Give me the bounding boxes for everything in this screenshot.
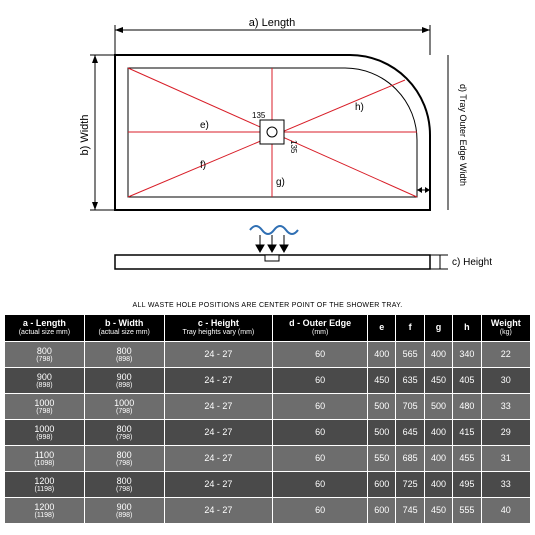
table-cell: 415 [453, 419, 481, 445]
label-a: a) Length [249, 17, 295, 29]
table-cell: 1200(1198) [5, 471, 85, 497]
table-cell: 31 [481, 445, 530, 471]
table-cell: 1100(1098) [5, 445, 85, 471]
table-cell: 30 [481, 367, 530, 393]
table-cell: 600 [368, 497, 396, 523]
table-cell: 900(898) [5, 367, 85, 393]
table-header-cell: e [368, 315, 396, 342]
table-cell: 405 [453, 367, 481, 393]
table-cell: 900(898) [84, 367, 164, 393]
table-cell: 565 [396, 341, 424, 367]
table-cell: 800(798) [84, 419, 164, 445]
table-header-cell: a - Length(actual size mm) [5, 315, 85, 342]
table-cell: 450 [424, 367, 452, 393]
dimensions-table-area: a - Length(actual size mm)b - Width(actu… [0, 314, 535, 524]
label-h: h) [355, 102, 364, 113]
table-cell: 550 [368, 445, 396, 471]
label-e: e) [200, 120, 209, 131]
table-body: 800(798)800(898)24 - 2760400565400340229… [5, 341, 531, 523]
table-cell: 745 [396, 497, 424, 523]
label-f: f) [200, 160, 206, 171]
table-header-cell: h [453, 315, 481, 342]
table-row: 1200(1198)900(898)24 - 27606007454505554… [5, 497, 531, 523]
shower-tray-diagram: a) Length b) Width d) Tray Outer Edge Wi… [0, 0, 535, 300]
table-cell: 1000(798) [5, 393, 85, 419]
table-cell: 400 [424, 419, 452, 445]
table-cell: 900(898) [84, 497, 164, 523]
table-header-row: a - Length(actual size mm)b - Width(actu… [5, 315, 531, 342]
label-b: b) Width [79, 115, 91, 156]
table-cell: 1200(1198) [5, 497, 85, 523]
table-header-cell: Weight(kg) [481, 315, 530, 342]
table-cell: 725 [396, 471, 424, 497]
table-header-cell: c - HeightTray heights vary (mm) [164, 315, 273, 342]
table-cell: 600 [368, 471, 396, 497]
table-row: 800(798)800(898)24 - 276040056540034022 [5, 341, 531, 367]
table-cell: 24 - 27 [164, 419, 273, 445]
table-cell: 400 [424, 445, 452, 471]
table-cell: 60 [273, 341, 368, 367]
dim-135h: 135 [252, 111, 266, 120]
table-cell: 450 [424, 497, 452, 523]
table-row: 1000(798)1000(798)24 - 27605007055004803… [5, 393, 531, 419]
table-cell: 450 [368, 367, 396, 393]
table-cell: 400 [424, 341, 452, 367]
table-cell: 60 [273, 419, 368, 445]
diagram-area: a) Length b) Width d) Tray Outer Edge Wi… [0, 0, 535, 310]
dimensions-table: a - Length(actual size mm)b - Width(actu… [4, 314, 531, 524]
table-header-cell: f [396, 315, 424, 342]
table-cell: 24 - 27 [164, 367, 273, 393]
table-cell: 500 [424, 393, 452, 419]
table-cell: 40 [481, 497, 530, 523]
dim-135v: 135 [289, 140, 298, 154]
table-cell: 500 [368, 393, 396, 419]
table-row: 900(898)900(898)24 - 276045063545040530 [5, 367, 531, 393]
table-cell: 29 [481, 419, 530, 445]
table-cell: 60 [273, 367, 368, 393]
table-cell: 400 [424, 471, 452, 497]
table-cell: 800(798) [84, 471, 164, 497]
table-cell: 24 - 27 [164, 471, 273, 497]
table-cell: 645 [396, 419, 424, 445]
table-cell: 60 [273, 445, 368, 471]
table-cell: 60 [273, 497, 368, 523]
table-cell: 33 [481, 471, 530, 497]
table-cell: 60 [273, 393, 368, 419]
table-cell: 1000(798) [84, 393, 164, 419]
table-cell: 495 [453, 471, 481, 497]
table-cell: 800(898) [84, 341, 164, 367]
table-cell: 685 [396, 445, 424, 471]
table-cell: 1000(998) [5, 419, 85, 445]
table-header-cell: g [424, 315, 452, 342]
table-cell: 555 [453, 497, 481, 523]
table-cell: 800(798) [84, 445, 164, 471]
table-cell: 500 [368, 419, 396, 445]
waste-hole-note: ALL WASTE HOLE POSITIONS ARE CENTER POIN… [0, 302, 535, 309]
table-cell: 60 [273, 471, 368, 497]
table-cell: 800(798) [5, 341, 85, 367]
table-cell: 24 - 27 [164, 445, 273, 471]
label-g: g) [276, 177, 285, 188]
label-c: c) Height [452, 257, 492, 268]
table-cell: 480 [453, 393, 481, 419]
table-cell: 455 [453, 445, 481, 471]
label-d: d) Tray Outer Edge Width [458, 84, 468, 186]
table-cell: 24 - 27 [164, 341, 273, 367]
table-header-cell: d - Outer Edge(mm) [273, 315, 368, 342]
table-row: 1200(1198)800(798)24 - 27606007254004953… [5, 471, 531, 497]
table-cell: 400 [368, 341, 396, 367]
table-cell: 635 [396, 367, 424, 393]
table-cell: 24 - 27 [164, 497, 273, 523]
table-cell: 705 [396, 393, 424, 419]
table-row: 1100(1098)800(798)24 - 27605506854004553… [5, 445, 531, 471]
table-cell: 24 - 27 [164, 393, 273, 419]
table-cell: 340 [453, 341, 481, 367]
table-cell: 22 [481, 341, 530, 367]
table-header-cell: b - Width(actual size mm) [84, 315, 164, 342]
table-cell: 33 [481, 393, 530, 419]
table-row: 1000(998)800(798)24 - 276050064540041529 [5, 419, 531, 445]
